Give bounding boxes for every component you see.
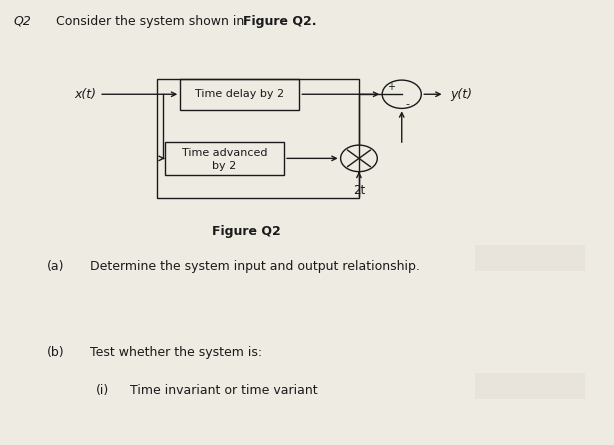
Text: by 2: by 2 xyxy=(212,162,236,171)
Bar xyxy=(165,142,284,175)
FancyBboxPatch shape xyxy=(475,373,585,400)
Text: x(t): x(t) xyxy=(74,88,96,101)
FancyBboxPatch shape xyxy=(475,245,585,271)
Text: y(t): y(t) xyxy=(451,88,473,101)
Text: 2t: 2t xyxy=(353,184,365,197)
Text: Figure Q2.: Figure Q2. xyxy=(243,15,316,28)
Text: Test whether the system is:: Test whether the system is: xyxy=(90,346,262,359)
Text: Q2: Q2 xyxy=(14,15,31,28)
Text: Determine the system input and output relationship.: Determine the system input and output re… xyxy=(90,260,420,273)
Text: Consider the system shown in: Consider the system shown in xyxy=(56,15,249,28)
Text: (b): (b) xyxy=(47,346,65,359)
Text: -: - xyxy=(406,99,410,109)
Text: +: + xyxy=(387,82,395,92)
Text: Figure Q2: Figure Q2 xyxy=(211,225,280,238)
Text: Time advanced: Time advanced xyxy=(182,148,267,158)
Text: Time invariant or time variant: Time invariant or time variant xyxy=(130,384,317,397)
Bar xyxy=(180,79,300,110)
Bar xyxy=(157,79,359,198)
Text: Time delay by 2: Time delay by 2 xyxy=(195,89,284,99)
Text: (i): (i) xyxy=(96,384,109,397)
Text: (a): (a) xyxy=(47,260,64,273)
